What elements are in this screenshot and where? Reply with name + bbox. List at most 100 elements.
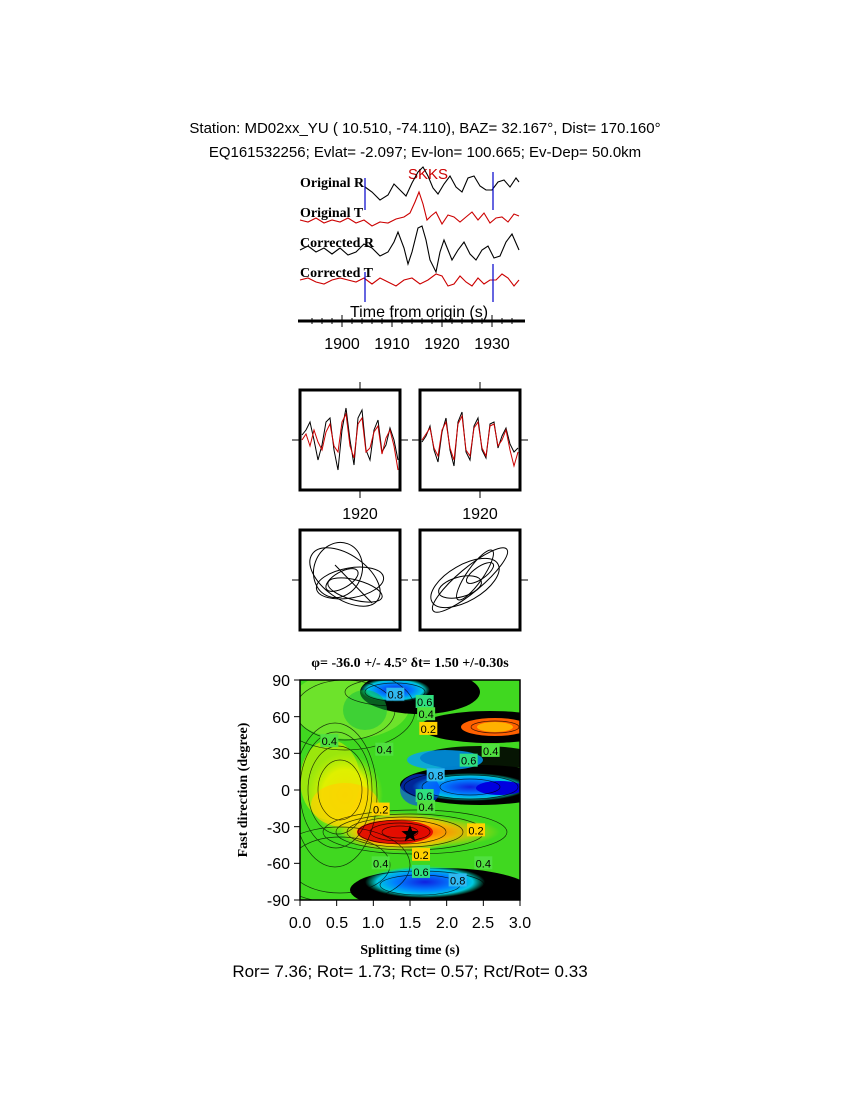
trace-panel: Original R Original T Corrected R Correc… <box>292 166 528 523</box>
contour-label-text: 0.2 <box>468 825 483 837</box>
contour-label-box <box>412 864 430 878</box>
y-tick-3: 0 <box>281 783 290 800</box>
trace-corrected-r <box>299 225 520 274</box>
contour-label-box <box>320 734 339 748</box>
trace-label-corrected-r: Corrected R <box>300 236 375 251</box>
contour-label-box <box>426 768 445 782</box>
contour-label-text: 0.8 <box>450 875 465 887</box>
best-estimate-star <box>401 825 419 842</box>
contour-label: 0.4 <box>417 707 436 721</box>
waveform-panel-corrected <box>418 388 522 492</box>
trace-original-t <box>299 190 520 227</box>
phase-label: SKKS <box>408 166 448 183</box>
y-tick-0: 90 <box>272 673 290 690</box>
contour-label: 0.2 <box>371 802 390 817</box>
contour-label-text: 0.4 <box>377 745 392 757</box>
contour-label-text: 0.2 <box>421 724 436 736</box>
contour-label: 0.6 <box>459 753 478 768</box>
contour-label-box <box>415 789 434 803</box>
contour-label-text: 0.8 <box>428 770 443 782</box>
station-header: Station: MD02xx_YU ( 10.510, -74.110), B… <box>189 120 661 137</box>
contour-label-text: 0.4 <box>476 858 491 870</box>
contour-label: 0.4 <box>417 800 436 814</box>
x-tick-2: 1.0 <box>362 915 384 932</box>
contour-label: 0.4 <box>375 742 394 757</box>
contour-label-text: 0.4 <box>418 709 433 721</box>
x-tick-5: 2.5 <box>472 915 494 932</box>
contour-label: 0.6 <box>415 789 434 803</box>
time-tick-1920: 1920 <box>424 336 460 353</box>
x-tick-6: 3.0 <box>509 915 531 932</box>
trace-corrected-t <box>299 273 520 287</box>
event-header: EQ161532256; Evlat= -2.097; Ev-lon= 100.… <box>208 144 642 161</box>
y-tick-2: 30 <box>272 746 290 763</box>
contour-label-box <box>415 695 434 708</box>
time-tick-1900: 1900 <box>324 336 360 353</box>
contour-label-text: 0.6 <box>417 791 432 803</box>
x-tick-4: 2.0 <box>436 915 458 932</box>
x-axis-label: Splitting time (s) <box>360 943 460 958</box>
x-tick-3: 1.5 <box>399 915 421 932</box>
contour-label-text: 0.8 <box>388 690 403 702</box>
contour-label-box <box>371 856 390 870</box>
contour-label-box <box>474 856 493 870</box>
contour-label-text: 0.4 <box>373 858 388 870</box>
y-tick-1: 60 <box>272 710 290 727</box>
y-tick-4: -30 <box>267 820 290 837</box>
contour-label: 0.8 <box>448 873 467 887</box>
contour-label-box <box>417 707 436 721</box>
waveform-corrected-radial <box>421 411 519 467</box>
particle-motion-panels <box>292 528 528 632</box>
contour-label-box <box>375 742 394 756</box>
y-tick-5: -60 <box>267 856 290 873</box>
x-tick-0: 0.0 <box>289 915 311 932</box>
contour-label: 0.4 <box>371 856 390 870</box>
particle-motion-corrected <box>418 528 522 632</box>
contour-label-box <box>481 743 500 757</box>
contour-label-box <box>419 721 438 735</box>
contour-label: 0.8 <box>426 768 445 782</box>
waveform-tick-left: 1920 <box>342 506 378 523</box>
axis-ticks <box>294 679 521 906</box>
contour-label-text: 0.4 <box>322 736 337 748</box>
contour-label: 0.2 <box>419 721 438 736</box>
contour-label-layer: 0.40.40.80.60.40.20.40.60.80.60.40.20.20… <box>320 687 500 887</box>
contour-label-text: 0.6 <box>461 756 476 768</box>
time-axis-ticks <box>311 315 513 327</box>
particle-motion-original-loops <box>309 541 385 607</box>
contour-label-box <box>371 802 390 816</box>
contour-label-box <box>459 753 478 767</box>
contour-label: 0.4 <box>474 856 493 870</box>
misfit-contour-chart: φ= -36.0 +/- 4.5° δt= 1.50 +/-0.30s <box>236 656 531 958</box>
contour-label-box <box>448 873 467 887</box>
time-axis-label: Time from origin (s) <box>350 304 488 321</box>
trace-label-original-r: Original R <box>300 176 365 191</box>
contour-label-text: 0.6 <box>413 867 428 879</box>
contour-label-text: 0.2 <box>373 805 388 817</box>
time-tick-1930: 1930 <box>474 336 510 353</box>
particle-motion-corrected-loops <box>430 547 509 613</box>
contour-label-text: 0.2 <box>413 850 428 862</box>
contour-label: 0.6 <box>415 695 434 709</box>
contour-label-text: 0.4 <box>418 802 433 814</box>
contour-label: 0.2 <box>467 823 485 837</box>
waveform-corrected-transverse <box>421 414 519 468</box>
y-tick-6: -90 <box>267 893 290 910</box>
splitting-statistics: Ror= 7.36; Rot= 1.73; Rct= 0.57; Rct/Rot… <box>232 962 588 981</box>
trace-label-original-t: Original T <box>300 206 364 221</box>
contour-label-text: 0.4 <box>483 746 498 758</box>
waveform-original-transverse <box>301 412 399 471</box>
waveform-tick-right: 1920 <box>462 506 498 523</box>
x-tick-1: 0.5 <box>326 915 348 932</box>
contour-label-box <box>417 800 436 814</box>
waveform-panel-ticks <box>292 382 528 498</box>
contour-label-text: 0.6 <box>417 697 432 709</box>
contour-label-box <box>467 823 485 837</box>
trace-original-r <box>364 166 520 201</box>
chart-title: φ= -36.0 +/- 4.5° δt= 1.50 +/-0.30s <box>311 656 509 671</box>
contour-label-box <box>412 847 430 861</box>
time-tick-1910: 1910 <box>374 336 410 353</box>
contour-label: 0.4 <box>481 743 500 758</box>
contour-label: 0.6 <box>412 864 430 879</box>
